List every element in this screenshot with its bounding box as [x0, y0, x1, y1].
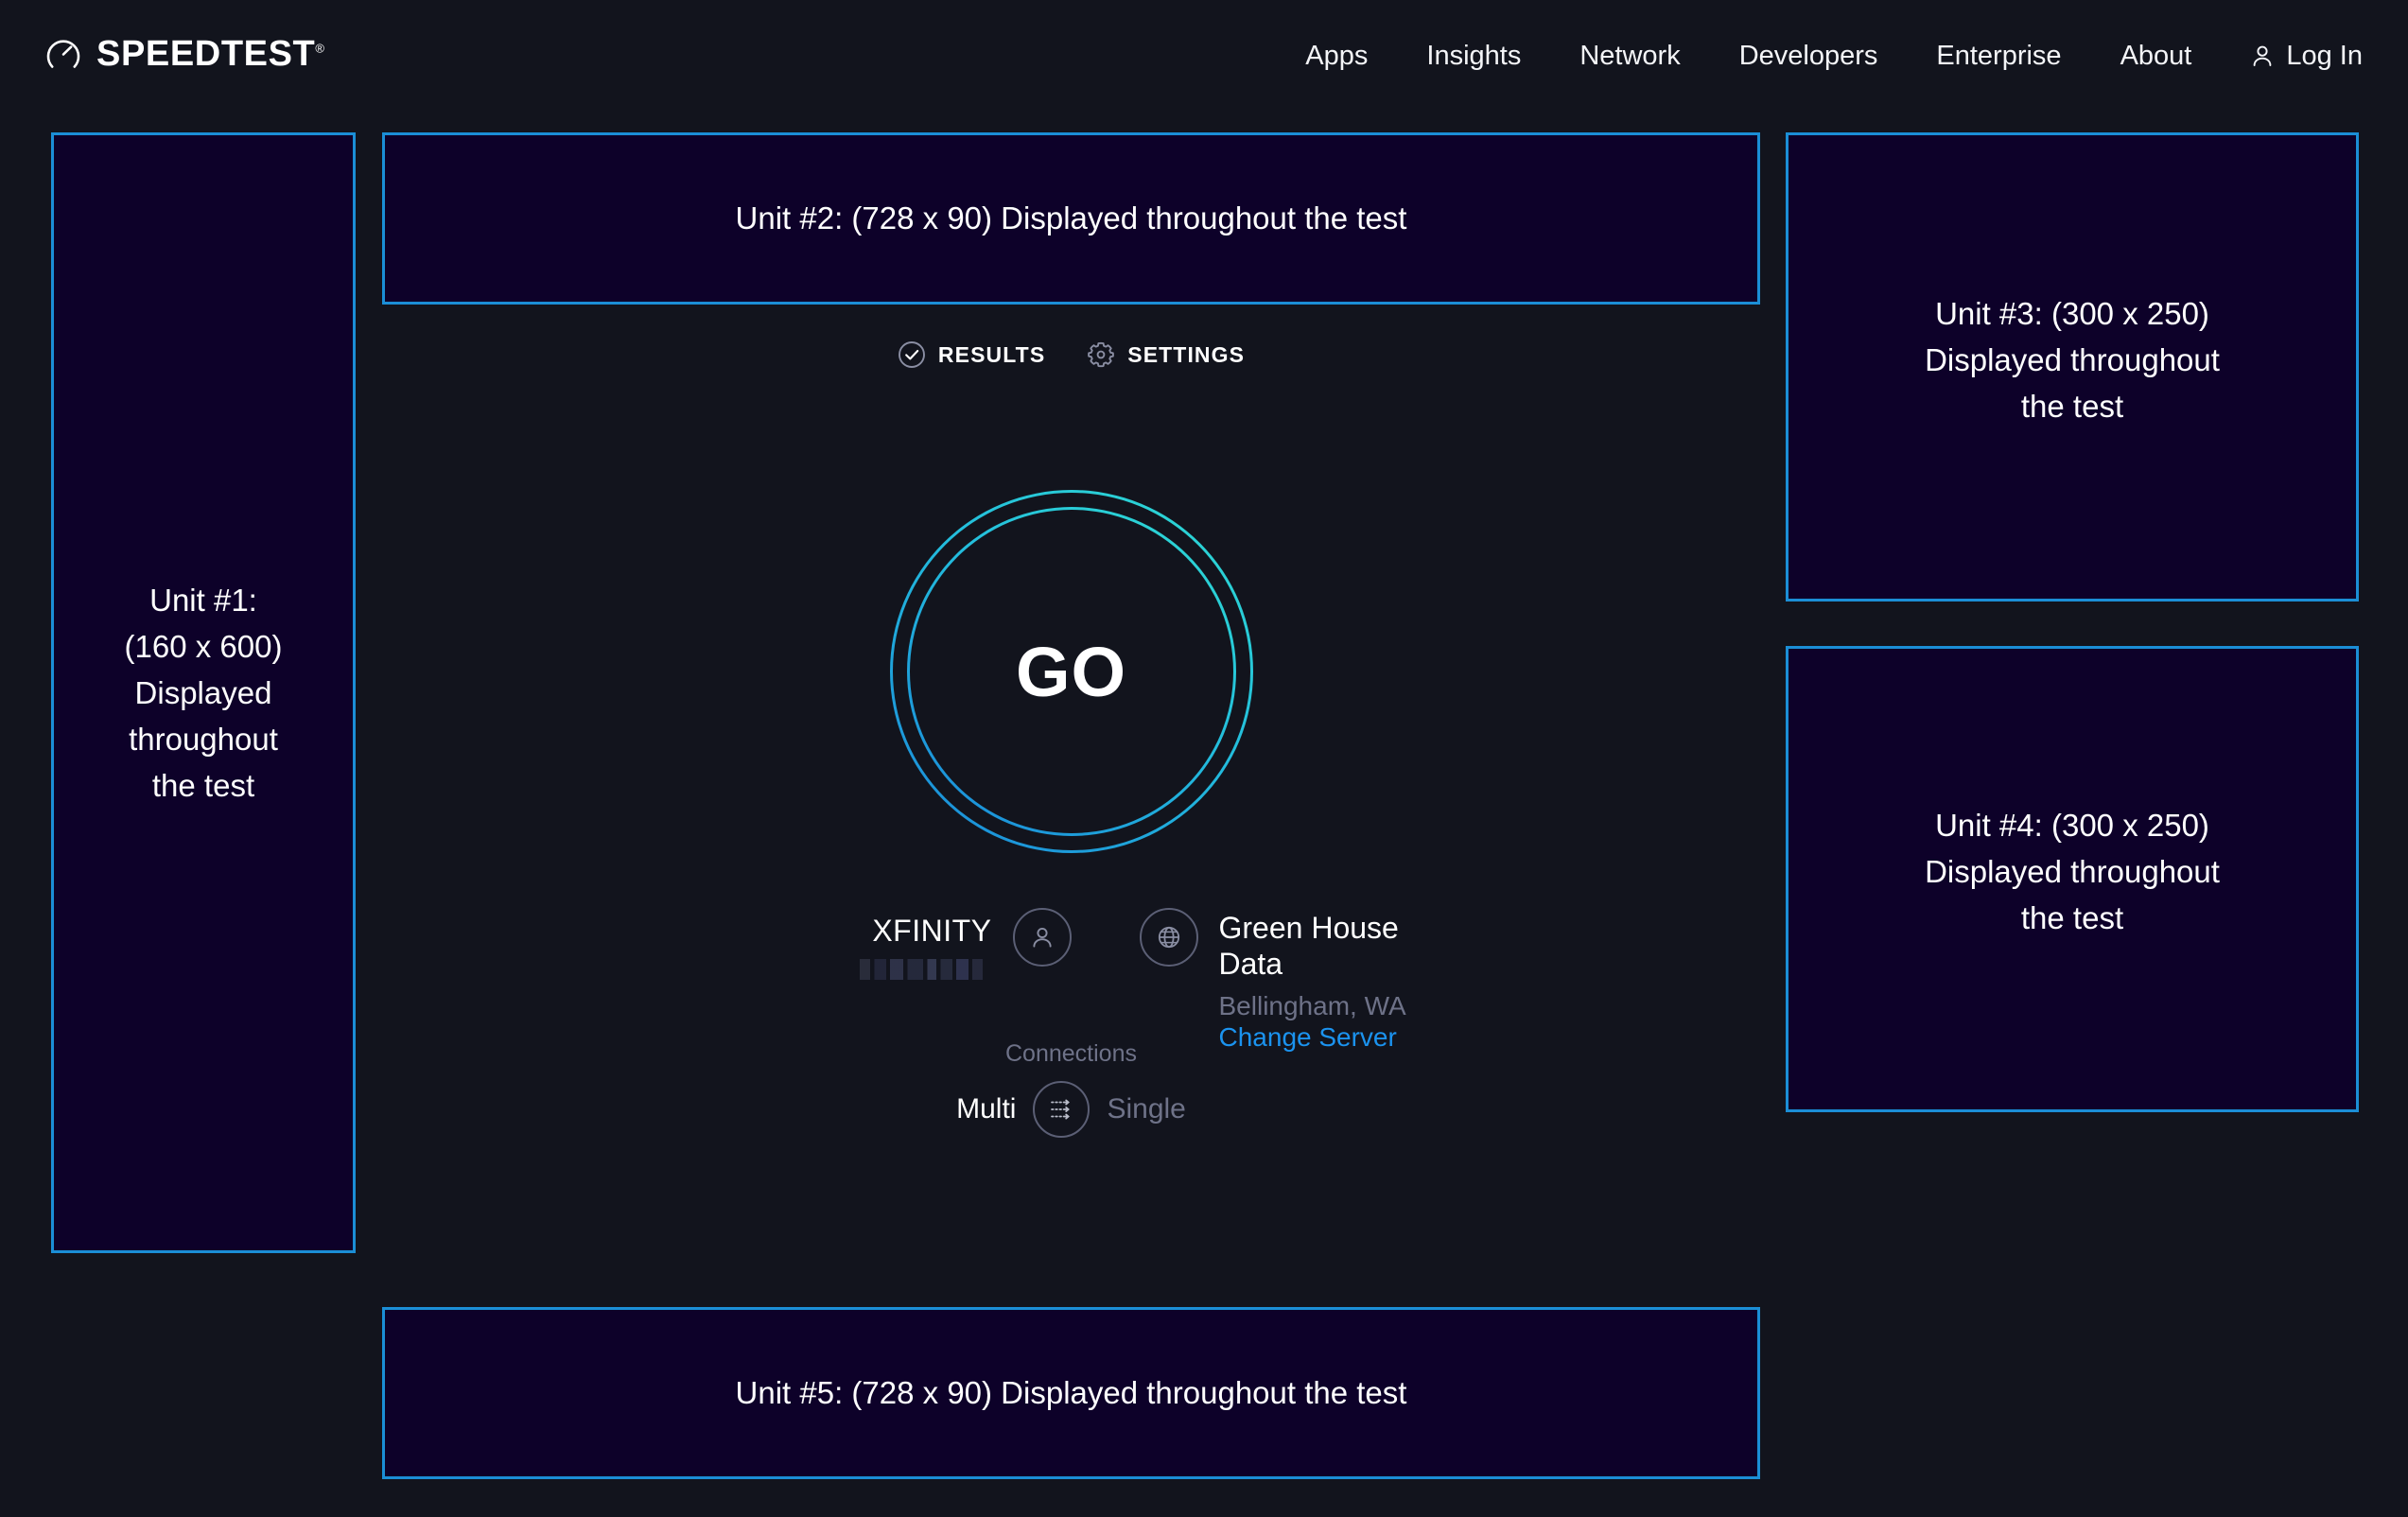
nav-item-insights[interactable]: Insights [1426, 41, 1522, 71]
login-button[interactable]: Log In [2221, 41, 2363, 72]
globe-circle-icon [1139, 908, 1198, 967]
change-server-link[interactable]: Change Server [1218, 1022, 1397, 1053]
brand-name: SPEEDTEST [96, 34, 316, 74]
isp-texts: XFINITY [859, 908, 992, 980]
connections-section: Connections Multi [382, 1040, 1760, 1138]
site-header: SPEEDTEST® Apps Insights Network Develop… [0, 0, 2408, 106]
ad-unit-2-text: Unit #2: (728 x 90) Displayed throughout… [735, 201, 1407, 235]
results-label: RESULTS [937, 341, 1046, 367]
brand-wordmark: SPEEDTEST® [96, 36, 325, 72]
ad-unit-1-text: Unit #1: (160 x 600) Displayed throughou… [124, 583, 283, 803]
nav-item-apps[interactable]: Apps [1305, 41, 1369, 71]
person-icon [2250, 44, 2275, 68]
speedtest-main-panel: RESULTS SETTINGS GO XFINITY [382, 322, 1760, 1305]
go-ring-inner [907, 507, 1236, 836]
nav-item-network[interactable]: Network [1579, 41, 1681, 71]
server-texts: Green House Data Bellingham, WA Change S… [1219, 908, 1469, 1054]
ad-unit-2[interactable]: Unit #2: (728 x 90) Displayed throughout… [382, 132, 1760, 305]
ad-unit-4[interactable]: Unit #4: (300 x 250) Displayed throughou… [1786, 646, 2359, 1112]
connections-option-single[interactable]: Single [1107, 1093, 1186, 1125]
isp-block[interactable]: XFINITY [674, 908, 1072, 980]
nav-item-developers[interactable]: Developers [1738, 41, 1878, 71]
person-circle-icon [1012, 908, 1072, 967]
connections-option-multi[interactable]: Multi [956, 1093, 1017, 1125]
ad-unit-3[interactable]: Unit #3: (300 x 250) Displayed throughou… [1786, 132, 2359, 602]
connections-toggle-button[interactable] [1033, 1081, 1091, 1138]
isp-ip-address-redacted [859, 958, 992, 980]
go-button[interactable]: GO [890, 490, 1253, 853]
panel-toolbar: RESULTS SETTINGS [382, 340, 1760, 369]
ad-unit-3-text: Unit #3: (300 x 250) Displayed throughou… [1925, 295, 2220, 424]
connection-info-row: XFINITY Green House Data [382, 908, 1760, 1054]
nav-item-about[interactable]: About [2120, 41, 2192, 71]
ad-unit-5-text: Unit #5: (728 x 90) Displayed throughout… [735, 1375, 1407, 1410]
results-button[interactable]: RESULTS [898, 340, 1045, 369]
login-label: Log In [2286, 40, 2363, 71]
server-location: Bellingham, WA [1218, 990, 1406, 1020]
isp-name: XFINITY [872, 914, 992, 948]
connections-switch: Multi Single [956, 1081, 1186, 1138]
server-block[interactable]: Green House Data Bellingham, WA Change S… [1072, 908, 1469, 1054]
connections-title: Connections [1005, 1040, 1137, 1067]
nav-item-enterprise[interactable]: Enterprise [1936, 41, 2062, 71]
speedometer-icon [44, 34, 83, 74]
gear-icon [1087, 340, 1115, 369]
ad-unit-5[interactable]: Unit #5: (728 x 90) Displayed throughout… [382, 1307, 1760, 1479]
ad-unit-1[interactable]: Unit #1: (160 x 600) Displayed throughou… [51, 132, 356, 1253]
settings-label: SETTINGS [1127, 341, 1246, 367]
brand-trademark: ® [315, 41, 325, 56]
settings-button[interactable]: SETTINGS [1087, 340, 1245, 369]
server-name: Green House Data [1218, 911, 1399, 982]
go-button-label: GO [1015, 632, 1127, 711]
brand-logo[interactable]: SPEEDTEST® [44, 34, 325, 74]
check-circle-icon [898, 340, 926, 369]
main-navigation: Apps Insights Network Developers Enterpr… [1276, 40, 2363, 73]
ad-unit-4-text: Unit #4: (300 x 250) Displayed throughou… [1925, 808, 2220, 935]
multi-arrows-icon [1046, 1094, 1076, 1125]
